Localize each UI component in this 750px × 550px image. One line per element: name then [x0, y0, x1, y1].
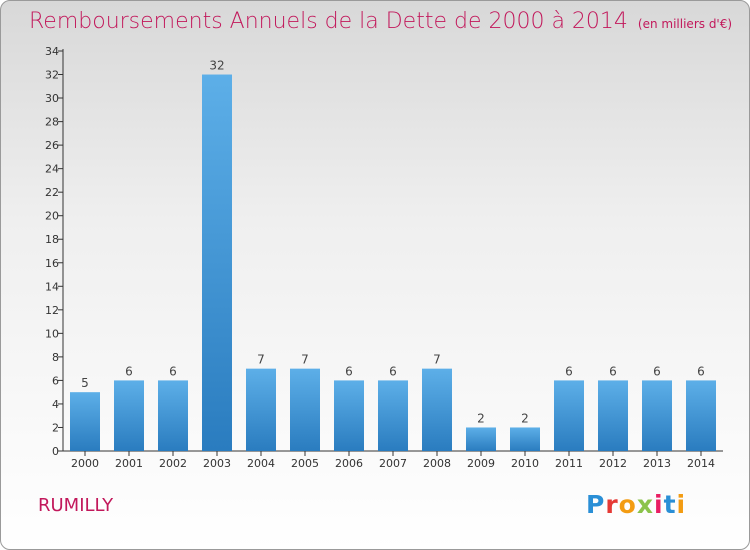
bar [334, 380, 364, 451]
bar-value-label: 6 [697, 364, 705, 378]
bar-value-label: 6 [565, 364, 573, 378]
x-tick-label: 2012 [599, 457, 627, 470]
x-tick-label: 2006 [335, 457, 363, 470]
bar [554, 380, 584, 451]
bar-value-label: 6 [125, 364, 133, 378]
x-tick-label: 2004 [247, 457, 275, 470]
bar-value-label: 7 [257, 353, 265, 367]
x-tick-label: 2009 [467, 457, 495, 470]
chart-title-main: Remboursements Annuels de la Dette de 20… [29, 9, 628, 34]
y-tick-label: 30 [45, 92, 59, 105]
logo-letter: o [618, 490, 637, 519]
bar-value-label: 6 [609, 364, 617, 378]
y-tick-label: 0 [52, 445, 59, 458]
bar [466, 427, 496, 451]
y-tick-label: 12 [45, 304, 59, 317]
y-tick-label: 10 [45, 327, 59, 340]
bar-value-label: 7 [433, 353, 441, 367]
bar-value-label: 6 [653, 364, 661, 378]
x-tick-label: 2014 [687, 457, 715, 470]
bar [202, 74, 232, 451]
logo-letter: t [663, 490, 677, 519]
bar-value-label: 6 [169, 364, 177, 378]
y-tick-label: 16 [45, 257, 59, 270]
x-tick-label: 2003 [203, 457, 231, 470]
bar [642, 380, 672, 451]
y-tick-label: 2 [52, 421, 59, 434]
x-tick-label: 2013 [643, 457, 671, 470]
y-tick-label: 20 [45, 210, 59, 223]
y-tick-label: 24 [45, 163, 59, 176]
x-tick-label: 2011 [555, 457, 583, 470]
y-tick-label: 34 [45, 45, 59, 58]
y-tick-label: 32 [45, 69, 59, 82]
y-tick-label: 26 [45, 139, 59, 152]
bar-value-label: 32 [209, 59, 224, 73]
bar-value-label: 6 [389, 364, 397, 378]
x-tick-label: 2001 [115, 457, 143, 470]
x-tick-label: 2005 [291, 457, 319, 470]
logo-letter: P [586, 490, 606, 519]
y-tick-label: 22 [45, 186, 59, 199]
bar-value-label: 6 [345, 364, 353, 378]
y-tick-label: 8 [52, 351, 59, 364]
bar [686, 380, 716, 451]
logo-letter: i [654, 490, 664, 519]
bar [246, 368, 276, 451]
bar [70, 392, 100, 451]
bar-value-label: 5 [81, 376, 89, 390]
x-tick-label: 2000 [71, 457, 99, 470]
y-tick-label: 4 [52, 398, 59, 411]
bar [422, 368, 452, 451]
x-tick-label: 2008 [423, 457, 451, 470]
x-tick-label: 2010 [511, 457, 539, 470]
bar [378, 380, 408, 451]
bar [114, 380, 144, 451]
y-tick-label: 6 [52, 374, 59, 387]
bar-value-label: 2 [521, 411, 529, 425]
bar [598, 380, 628, 451]
city-name: RUMILLY [38, 495, 114, 516]
bar [290, 368, 320, 451]
logo-letter: r [605, 490, 619, 519]
proxiti-logo[interactable]: Proxiti [586, 490, 686, 519]
y-tick-label: 28 [45, 116, 59, 129]
chart-title: Remboursements Annuels de la Dette de 20… [29, 9, 732, 34]
x-tick-label: 2007 [379, 457, 407, 470]
logo-letter: x [636, 490, 654, 519]
logo-letter: i [676, 490, 687, 519]
y-tick-label: 14 [45, 280, 59, 293]
bar [158, 380, 188, 451]
bar-value-label: 2 [477, 411, 485, 425]
x-tick-label: 2002 [159, 457, 187, 470]
bar [510, 427, 540, 451]
y-tick-label: 18 [45, 233, 59, 246]
chart-title-unit: (en milliers d'€) [637, 17, 733, 31]
bar-value-label: 7 [301, 353, 309, 367]
